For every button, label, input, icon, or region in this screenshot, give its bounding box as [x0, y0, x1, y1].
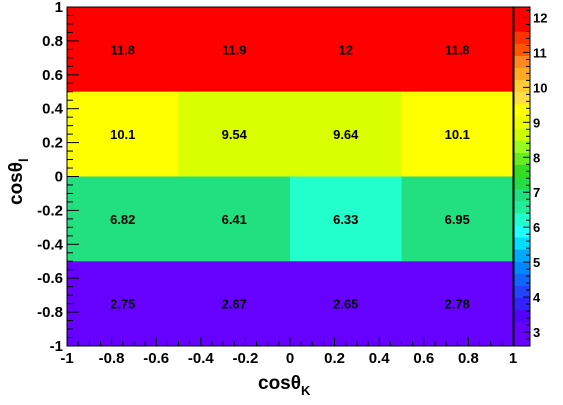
y-tick-label: -0.2 — [37, 202, 63, 219]
colorbar-band — [514, 140, 530, 153]
colorbar-band — [514, 176, 530, 190]
y-tick-label: -0.4 — [37, 236, 64, 253]
cell-value-label: 11.8 — [110, 42, 135, 57]
colorbar-tick-label: 12 — [533, 10, 547, 25]
heatmap-cell — [401, 176, 513, 262]
colorbar-tick-label: 6 — [533, 220, 540, 235]
colorbar-band — [514, 200, 530, 214]
cell-value-label: 9.54 — [222, 127, 248, 142]
colorbar-band — [514, 285, 530, 299]
heatmap-cell — [290, 91, 402, 177]
colorbar-tick-label: 11 — [533, 45, 547, 60]
colorbar-band — [514, 79, 530, 93]
colorbar-tick-label: 8 — [533, 150, 540, 165]
colorbar-band — [514, 309, 530, 323]
heatmap-cell — [67, 176, 179, 262]
cell-value-label: 10.1 — [110, 127, 135, 142]
colorbar-band — [514, 261, 530, 274]
colorbar-band — [514, 212, 530, 226]
x-tick-label: -0.2 — [232, 350, 258, 367]
cell-labels: 11.8 11.9 12 11.8 10.1 9.54 9.64 10.1 6.82 6.41 6.… — [110, 42, 470, 311]
colorbar-axis: 3 4 5 6 7 8 9 10 11 12 — [523, 9, 547, 340]
heatmap-cell — [290, 176, 402, 262]
y-tick-label: -0.6 — [37, 270, 63, 287]
heatmap-cell — [178, 261, 290, 346]
x-axis-title: cosθK — [258, 373, 311, 398]
y-axis: -1 -0.8 -0.6 -0.4 -0.2 0 0.2 0.4 0.6 0.8 1 — [37, 0, 79, 355]
x-tick-label: 0.4 — [369, 350, 391, 367]
colorbar-band — [514, 297, 530, 311]
colorbar-frame — [513, 6, 531, 347]
colorbar-tick-label: 3 — [533, 325, 540, 340]
y-tick-label: 0.6 — [42, 67, 63, 84]
x-tick-label: 0.6 — [413, 350, 434, 367]
x-tick-label: -0.8 — [99, 350, 125, 367]
y-tick-label: 0.8 — [42, 33, 63, 50]
colorbar-band — [514, 103, 530, 117]
colorbar-band — [514, 19, 530, 32]
cell-value-label: 2.78 — [445, 297, 470, 312]
colorbar-band — [514, 333, 530, 347]
colorbar-band — [514, 273, 530, 286]
colorbar-tick-label: 10 — [533, 80, 547, 95]
heatmap-cell — [67, 261, 179, 346]
y-tick-label: -1 — [50, 338, 63, 355]
cell-value-label: 11.8 — [445, 42, 470, 57]
cell-value-label: 6.82 — [110, 212, 135, 227]
x-tick-label: -1 — [60, 350, 73, 367]
colorbar-band — [514, 152, 530, 165]
y-tick-label: -0.8 — [37, 304, 63, 321]
colorbar-tick-label: 4 — [533, 290, 541, 305]
x-tick-label: 1 — [509, 350, 517, 367]
heatmap-cell — [290, 261, 402, 346]
colorbar — [514, 7, 530, 347]
y-tick-label: 0.2 — [42, 135, 63, 152]
cell-value-label: 10.1 — [445, 127, 470, 142]
cell-value-label: 2.65 — [333, 297, 358, 312]
colorbar-band — [514, 249, 530, 262]
heatmap-cell — [401, 261, 513, 346]
colorbar-tick-label: 9 — [533, 115, 540, 130]
colorbar-tick-label: 5 — [533, 255, 540, 270]
x-tick-label: -0.4 — [188, 350, 215, 367]
x-tick-label: 0.2 — [324, 350, 345, 367]
colorbar-band — [514, 128, 530, 141]
x-tick-label: 0 — [286, 350, 294, 367]
heatmap-cell — [67, 7, 179, 92]
colorbar-tick-label: 7 — [533, 185, 540, 200]
x-tick-label: 0.8 — [458, 350, 479, 367]
heatmap-cell — [67, 91, 179, 177]
cell-value-label: 6.41 — [222, 212, 247, 227]
cell-value-label: 2.75 — [110, 297, 135, 312]
y-tick-label: 0 — [55, 169, 63, 186]
heatmap-cell — [401, 7, 513, 92]
y-axis-title: cosθl — [6, 158, 31, 205]
heatmap-cell — [178, 7, 290, 92]
heatmap-cell — [178, 176, 290, 262]
colorbar-band — [514, 237, 530, 250]
heatmap-cell — [290, 7, 402, 92]
colorbar-band — [514, 67, 530, 81]
heatmap-cell — [178, 91, 290, 177]
colorbar-band — [514, 55, 530, 69]
cell-value-label: 12 — [339, 42, 353, 57]
y-tick-label: 1 — [55, 0, 63, 16]
heatmap-cells — [67, 7, 513, 346]
colorbar-band — [514, 91, 530, 105]
x-axis: -1 -0.8 -0.6 -0.4 -0.2 0 0.2 0.4 0.6 0.8 1 — [60, 337, 517, 367]
cell-value-label: 9.64 — [333, 127, 359, 142]
y-tick-label: 0.4 — [42, 101, 64, 118]
colorbar-band — [514, 31, 530, 44]
cell-value-label: 2.67 — [222, 297, 247, 312]
cell-value-label: 6.95 — [445, 212, 470, 227]
cell-value-label: 11.9 — [222, 42, 247, 57]
colorbar-band — [514, 115, 530, 129]
x-tick-label: -0.6 — [143, 350, 169, 367]
cell-value-label: 6.33 — [333, 212, 358, 227]
heatmap-cell — [401, 91, 513, 177]
colorbar-band — [514, 164, 530, 177]
